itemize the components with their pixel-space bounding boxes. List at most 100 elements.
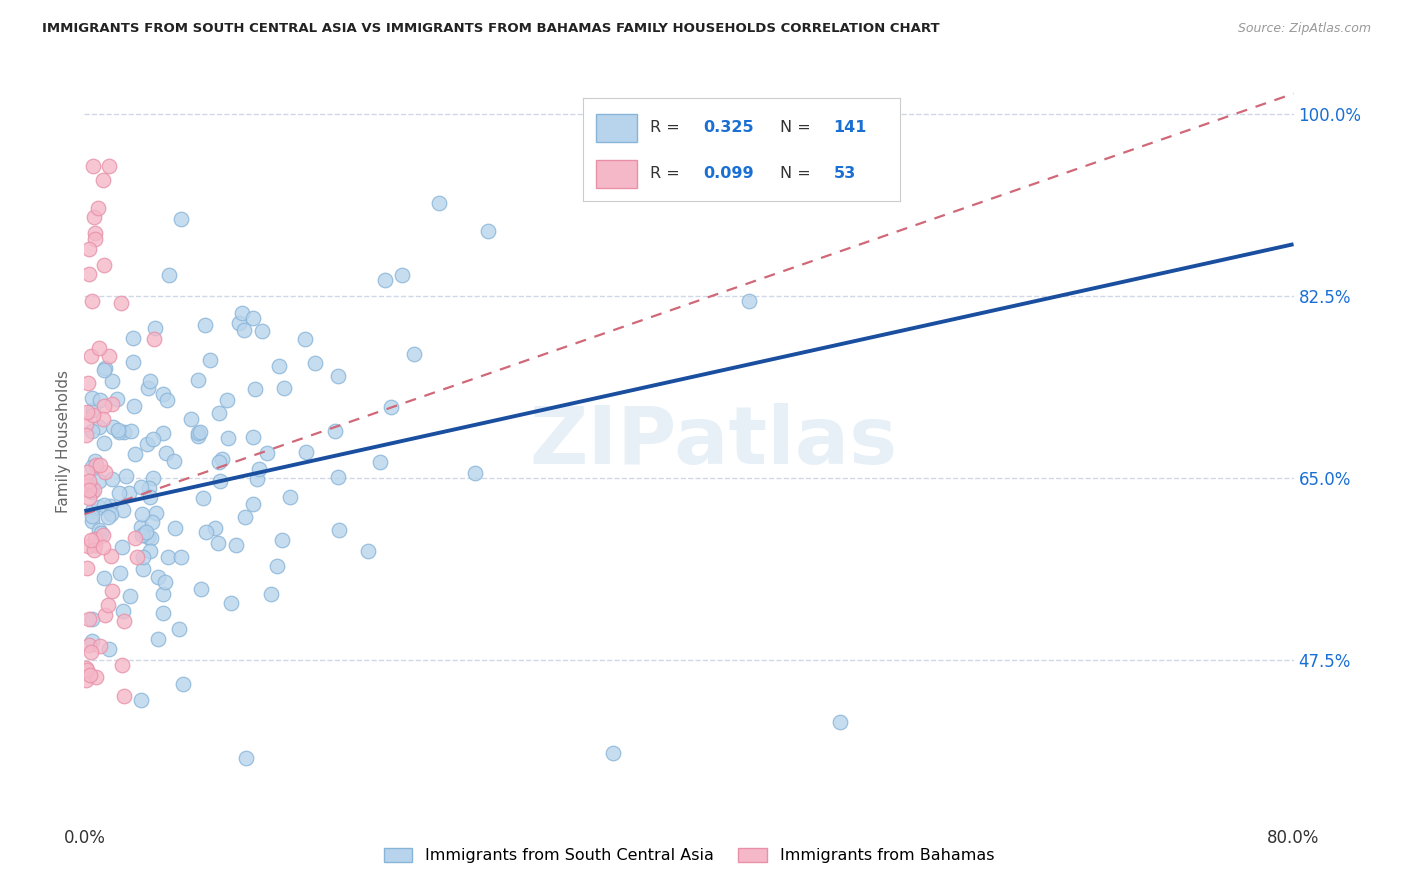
Point (112, 425, 135, 439)
Point (91, 528, 114, 542)
Text: Source: ZipAtlas.com: Source: ZipAtlas.com (1237, 22, 1371, 36)
Point (156, 393, 179, 408)
Point (138, 481, 160, 495)
Point (91, 541, 114, 555)
Point (273, 381, 295, 395)
Point (194, 318, 217, 332)
Point (80, 514, 103, 528)
Point (146, 632, 169, 646)
Point (94, 465, 117, 479)
Point (136, 530, 159, 544)
Point (242, 430, 264, 444)
Point (152, 606, 174, 620)
Point (170, 549, 193, 564)
Point (93, 399, 115, 413)
Point (134, 525, 156, 540)
Text: R =: R = (650, 166, 685, 181)
Point (93, 498, 115, 512)
Point (76, 560, 98, 574)
Point (464, 467, 486, 481)
Point (120, 589, 142, 603)
Point (118, 485, 141, 500)
Point (83, 483, 105, 498)
Point (90, 525, 112, 540)
Point (187, 425, 209, 440)
Point (374, 272, 396, 286)
Point (131, 528, 153, 542)
Point (83, 210, 105, 224)
Text: IMMIGRANTS FROM SOUTH CENTRAL ASIA VS IMMIGRANTS FROM BAHAMAS FAMILY HOUSEHOLDS : IMMIGRANTS FROM SOUTH CENTRAL ASIA VS IM… (42, 22, 939, 36)
Point (246, 472, 269, 486)
Point (145, 506, 167, 520)
Point (82, 159, 104, 173)
Point (136, 437, 159, 451)
Point (477, 224, 499, 238)
Point (323, 425, 346, 439)
Point (208, 455, 231, 469)
Point (89, 458, 111, 472)
Point (112, 604, 135, 618)
Point (326, 470, 349, 484)
Text: 0.099: 0.099 (704, 166, 755, 181)
Point (79, 668, 101, 682)
Point (235, 751, 257, 765)
Point (124, 531, 146, 545)
Point (260, 587, 283, 601)
Point (89, 420, 111, 434)
Legend: Immigrants from South Central Asia, Immigrants from Bahamas: Immigrants from South Central Asia, Immi… (377, 841, 1001, 870)
Point (163, 454, 186, 468)
Point (266, 558, 288, 573)
Point (242, 497, 264, 511)
Point (77, 376, 100, 390)
Point (84, 458, 107, 472)
Point (207, 535, 229, 549)
Point (89, 640, 111, 654)
Point (136, 381, 159, 395)
Point (278, 490, 301, 504)
Point (76, 478, 98, 492)
Point (157, 549, 180, 564)
Point (115, 468, 138, 483)
Point (143, 320, 166, 334)
Point (120, 424, 142, 438)
Text: 53: 53 (834, 166, 856, 181)
Point (91, 173, 114, 187)
Point (98, 349, 121, 363)
Point (190, 582, 212, 597)
Point (98, 159, 121, 173)
Point (80, 459, 103, 474)
Point (82, 408, 104, 422)
Text: 141: 141 (834, 120, 866, 135)
Point (77, 491, 100, 505)
Point (107, 392, 129, 406)
Point (391, 268, 413, 282)
Point (139, 374, 162, 388)
Point (101, 420, 124, 434)
Point (738, 294, 761, 309)
Point (187, 373, 209, 387)
Point (243, 382, 266, 396)
Point (83, 543, 105, 558)
Point (110, 296, 132, 310)
Point (141, 516, 163, 530)
Point (80, 645, 103, 659)
Point (402, 346, 425, 360)
Point (80, 612, 103, 626)
Point (132, 562, 155, 576)
Point (94, 360, 117, 375)
Point (328, 523, 350, 537)
Point (80, 480, 103, 494)
Point (233, 509, 256, 524)
Point (82, 503, 104, 517)
Point (138, 544, 160, 558)
Point (187, 429, 209, 443)
Bar (596, 113, 637, 142)
Point (75, 427, 97, 442)
Point (89, 500, 111, 514)
Point (152, 386, 174, 401)
Point (121, 331, 143, 345)
Point (242, 311, 264, 326)
Point (204, 521, 226, 535)
Point (135, 525, 157, 540)
Point (304, 355, 326, 369)
